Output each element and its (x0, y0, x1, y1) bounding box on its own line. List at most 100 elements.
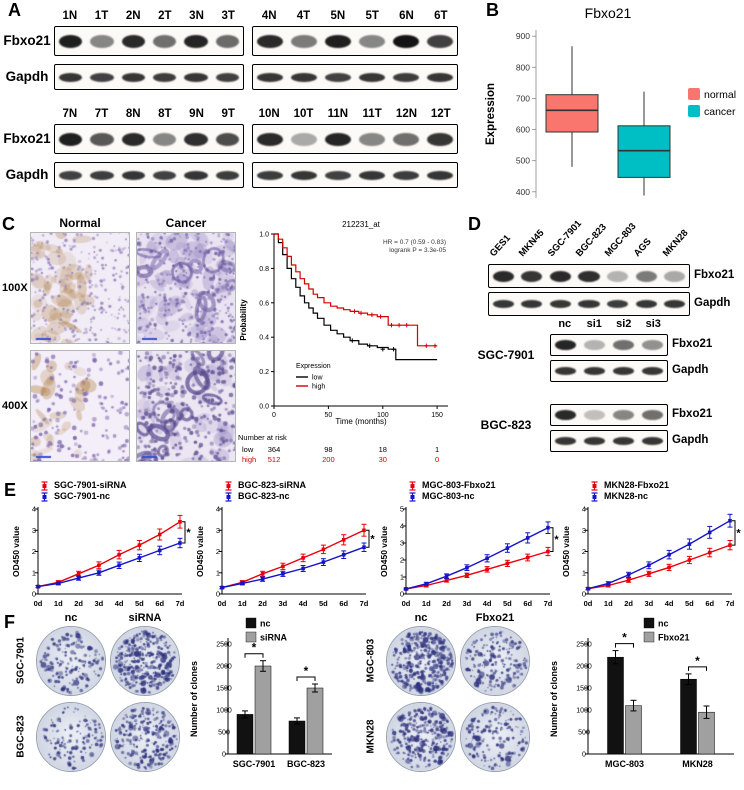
blot-lane (660, 265, 689, 287)
fbxo21-celllines-blot (488, 264, 690, 288)
legend-label-nc: nc (260, 619, 271, 629)
blot-band (59, 170, 83, 180)
colony-dish (110, 626, 180, 696)
x-tick: 6d (523, 599, 532, 608)
chart-legend: BGC-823-siRNA BGC-823-nc (222, 480, 306, 502)
y-tick: 800 (516, 62, 530, 72)
y-tick: 2 (216, 547, 220, 556)
blot-lane (638, 431, 667, 451)
lane-label: 11N (327, 108, 349, 120)
blot-band (583, 437, 606, 445)
lane-label: 4T (296, 10, 311, 22)
blot-band (521, 300, 543, 308)
blot-lane (355, 125, 389, 153)
panel-c: C Normal Cancer 100X 400X 212231_at HR = … (0, 214, 466, 478)
km-legend-low: low (312, 375, 323, 382)
blot-band (427, 132, 453, 146)
km-xtick: 150 (431, 412, 443, 419)
blot-lane (660, 293, 689, 315)
risk-table-title: Number at risk (238, 433, 287, 442)
blot-lane (55, 65, 86, 89)
blot-band (641, 410, 664, 420)
lane-label: 9T (221, 108, 235, 120)
y-tick: 5 (400, 505, 404, 514)
lane-label: nc (558, 318, 572, 330)
blot-band (492, 270, 514, 282)
sig-star: * (736, 527, 741, 539)
x-tick: 2d (74, 599, 83, 608)
blot-lane (609, 405, 638, 425)
sig-star: * (695, 654, 700, 668)
colony-dish-canvas (111, 703, 179, 771)
blot-band (583, 410, 606, 420)
blot-band (393, 34, 419, 48)
x-tick: 2d (442, 599, 451, 608)
colony-dish (110, 702, 180, 772)
growth-chart: BGC-823-siRNA BGC-823-nc 0 1 2 3 4 0d 1d 2d 3d 4d 5d… (196, 480, 376, 612)
y-tick: 500 (218, 730, 230, 737)
lane-label: 7N (62, 108, 78, 120)
blot-lane (603, 265, 632, 287)
legend-label-MGC-803-nc: MGC-803-nc (422, 491, 475, 501)
blot-band (184, 34, 208, 48)
blot-band (641, 437, 664, 445)
blot-band (121, 72, 145, 82)
bar-category: SGC-7901 (233, 759, 276, 769)
legend-label-MKN28-Fbxo21: MKN28-Fbxo21 (604, 480, 670, 490)
blot-lane (149, 65, 180, 89)
blot-lane (518, 265, 547, 287)
blot-band (90, 72, 114, 82)
y-tick: 500 (578, 730, 590, 737)
y-tick: 4 (400, 522, 404, 531)
blot-lane (287, 125, 321, 153)
blot-lane (321, 27, 355, 55)
growth-chart: SGC-7901-siRNA SGC-7901-nc 0 1 2 3 4 0d 1d 2d 3d 4d… (12, 480, 192, 612)
legend-item: MKN28-Fbxo21 (588, 480, 669, 491)
x-tick: 0d (584, 599, 593, 608)
lane-label: 6T (434, 10, 448, 22)
cell-line-label: MKN28 (660, 227, 691, 259)
y-tick: 0 (222, 752, 226, 759)
x-tick: 0d (402, 599, 411, 608)
lane-label: 6N (399, 10, 414, 22)
colony-dish-canvas (461, 627, 529, 695)
blot-band (325, 170, 351, 180)
blot-band (184, 72, 208, 82)
blot-band (291, 170, 317, 180)
km-xlabel: Time (months) (335, 417, 387, 426)
bar-category: BGC-823 (287, 759, 325, 769)
sig-star: * (554, 534, 559, 546)
panel-a-label: A (8, 0, 21, 20)
blot-lane (632, 293, 661, 315)
blot-band (492, 300, 514, 308)
colony-dish (460, 702, 530, 772)
blot-lane (389, 65, 423, 89)
x-tick: 3d (645, 599, 654, 608)
blot-lane (638, 361, 667, 381)
x-tick: 4d (665, 599, 674, 608)
chart-legend: MKN28-Fbxo21 MKN28-nc (588, 480, 669, 502)
legend-label-SGC-7901-nc: SGC-7901-nc (54, 491, 111, 501)
risk-row-name: low (242, 445, 254, 454)
blot-lane (86, 27, 117, 55)
risk-value: 200 (322, 455, 335, 464)
ihc-header-cancer: Cancer (165, 216, 207, 230)
blot-band (554, 340, 577, 350)
x-tick: 0d (218, 599, 227, 608)
legend-label-Fbxo21: Fbxo21 (658, 633, 690, 643)
lane-label: si3 (645, 318, 661, 330)
protein-label-gapdh: Gapdh (5, 167, 49, 182)
km-logrank: logrank P = 3.3e-05 (389, 247, 446, 254)
blot-lane (423, 27, 457, 55)
blot-lane (321, 65, 355, 89)
fbxo21-blot (252, 124, 458, 154)
y-tick: 400 (516, 187, 530, 197)
blot-band (90, 170, 114, 180)
si-gapdh-blot (550, 360, 668, 382)
sig-star: * (622, 631, 627, 645)
legend-label-MKN28-nc: MKN28-nc (604, 491, 649, 501)
gapdh-blot (54, 162, 244, 188)
blot-lane (575, 293, 604, 315)
y-tick: 1 (400, 573, 404, 582)
x-tick: 3d (463, 599, 472, 608)
